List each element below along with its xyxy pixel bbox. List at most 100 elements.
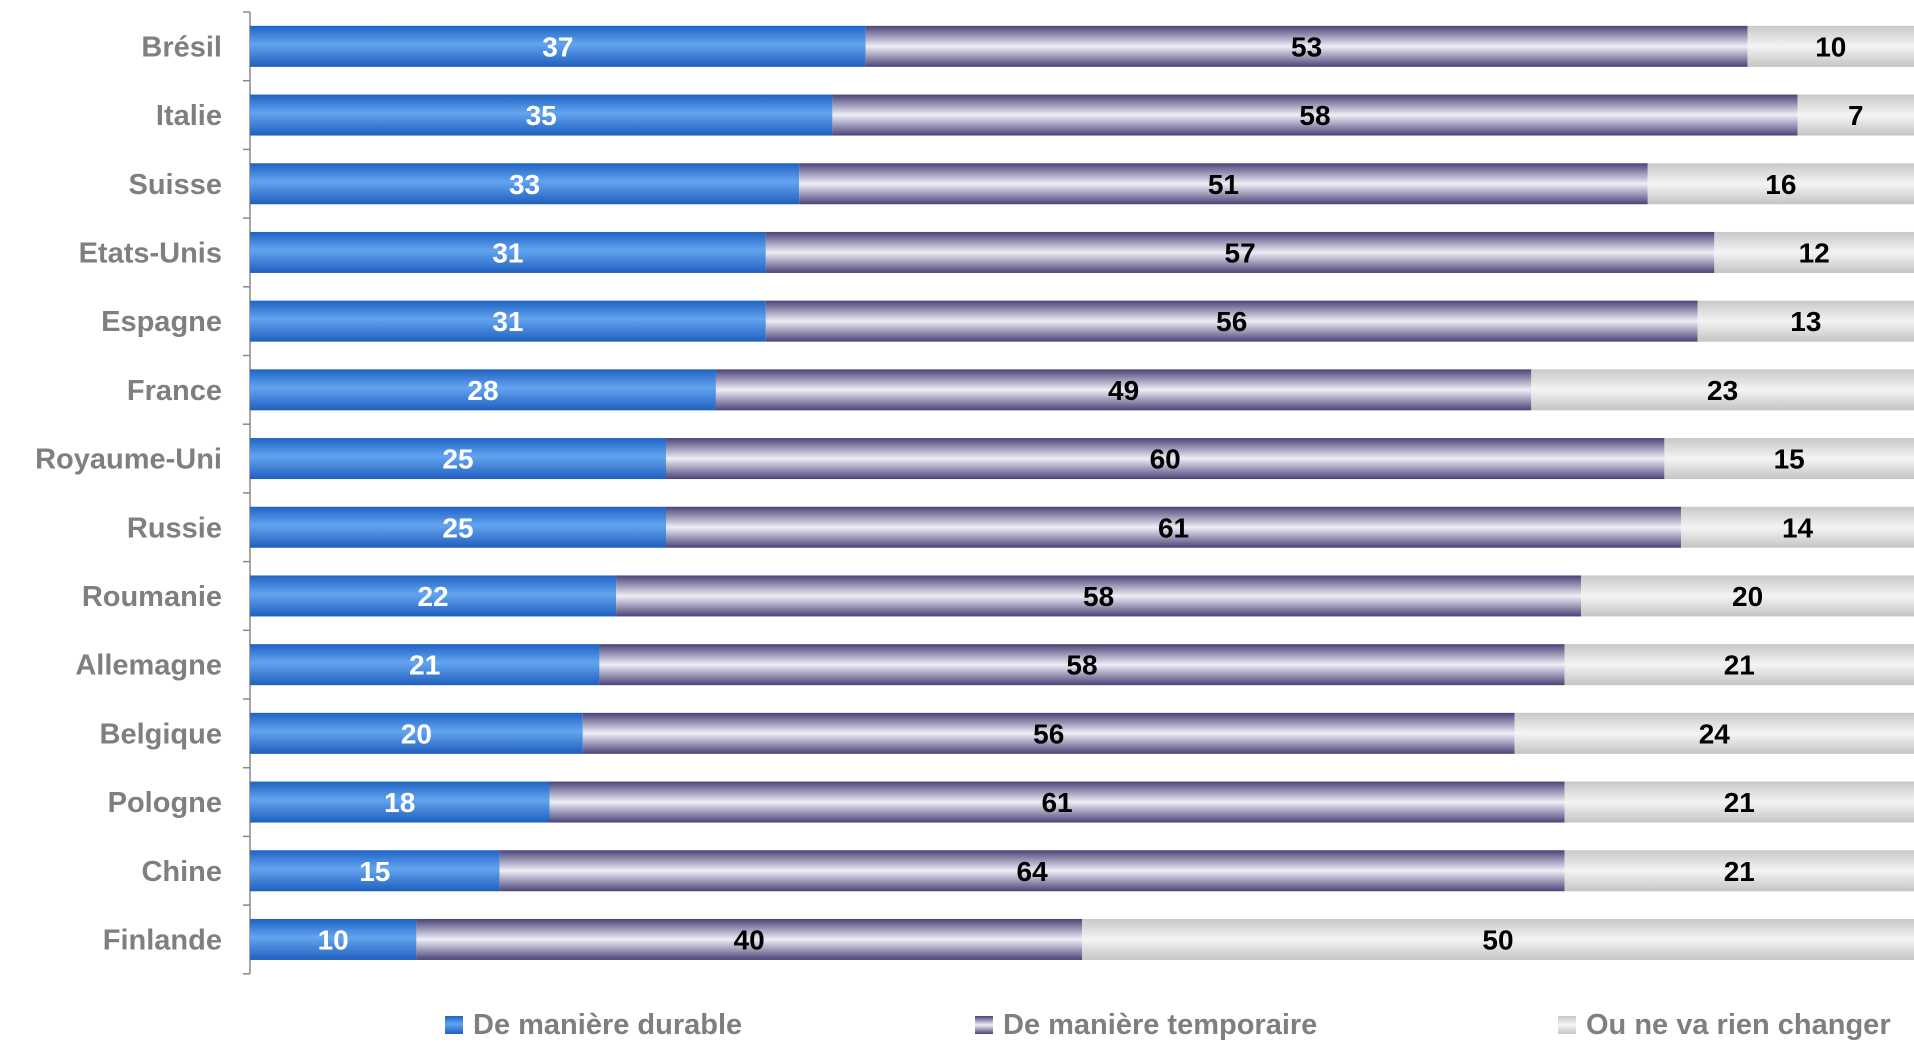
data-label: 22 (417, 581, 448, 612)
bar-segment (250, 369, 716, 411)
data-label: 33 (509, 169, 540, 200)
category-label: Finlande (103, 924, 222, 956)
data-label: 12 (1799, 237, 1830, 268)
data-label: 15 (1774, 444, 1805, 475)
data-label: 28 (467, 375, 498, 406)
data-label: 56 (1216, 306, 1247, 337)
data-label: 21 (1724, 787, 1755, 818)
bar-segment (1714, 231, 1914, 273)
data-label: 20 (1732, 581, 1763, 612)
bar-segment (250, 781, 550, 823)
bar-segment (250, 163, 800, 205)
category-label: Espagne (101, 306, 222, 338)
category-label: Italie (156, 100, 222, 132)
data-label: 10 (1815, 31, 1846, 62)
data-label: 24 (1699, 718, 1731, 749)
bar-segment (715, 369, 1532, 411)
bar-segment (549, 781, 1565, 823)
data-label: 50 (1482, 924, 1513, 955)
data-label: 14 (1782, 512, 1814, 543)
category-label: France (127, 375, 222, 407)
data-label: 64 (1017, 856, 1049, 887)
bar-segment (250, 918, 417, 960)
data-label: 31 (492, 306, 523, 337)
bar-segment (765, 300, 1698, 342)
category-label: Suisse (129, 169, 223, 201)
bar-segment (1581, 575, 1914, 617)
bar-segment (250, 506, 666, 548)
bar-segment (1564, 781, 1914, 823)
data-label: 20 (401, 718, 432, 749)
data-label: 21 (409, 650, 440, 681)
legend-label: De manière temporaire (1003, 1009, 1317, 1041)
data-label: 51 (1208, 169, 1239, 200)
bar-segment (1664, 438, 1914, 480)
data-label: 25 (442, 444, 473, 475)
bar-segment (1747, 25, 1914, 67)
category-label: Chine (141, 856, 222, 888)
bar-segment (599, 644, 1565, 686)
data-label: 7 (1848, 100, 1864, 131)
bar-segment (1564, 850, 1914, 892)
bar-segment (865, 25, 1748, 67)
legend-label: Ou ne va rien changer (1586, 1009, 1891, 1041)
bar-segment (1697, 300, 1914, 342)
category-label: Roumanie (82, 581, 222, 613)
data-label: 21 (1724, 856, 1755, 887)
bar-segment (250, 300, 766, 342)
data-label: 10 (318, 924, 349, 955)
data-label: 40 (734, 924, 765, 955)
bar-segment (250, 438, 666, 480)
bar-segment (1564, 644, 1914, 686)
data-label: 16 (1765, 169, 1796, 200)
data-label: 13 (1790, 306, 1821, 337)
data-label: 57 (1225, 237, 1256, 268)
data-label: 53 (1291, 31, 1322, 62)
bar-segment (250, 25, 866, 67)
bar-segment (666, 438, 1665, 480)
bar-segment (499, 850, 1565, 892)
data-label: 18 (384, 787, 415, 818)
legend-swatch (445, 1016, 463, 1034)
bar-segment (250, 712, 583, 754)
bar-segment (250, 94, 833, 136)
data-label: 31 (492, 237, 523, 268)
data-label: 56 (1033, 718, 1064, 749)
bar-segment (1797, 94, 1914, 136)
bar-segment (250, 644, 600, 686)
category-label: Russie (127, 512, 222, 544)
bar-segment (250, 850, 500, 892)
category-label: Etats-Unis (79, 237, 222, 269)
data-label: 15 (359, 856, 390, 887)
bar-segment (1647, 163, 1914, 205)
data-label: 23 (1707, 375, 1738, 406)
bar-segment (582, 712, 1515, 754)
data-label: 49 (1108, 375, 1139, 406)
bar-segment (1082, 918, 1914, 960)
bar-segment (250, 575, 617, 617)
legend-swatch (975, 1016, 993, 1034)
bar-segment (616, 575, 1582, 617)
bar-segment (416, 918, 1082, 960)
data-label: 61 (1041, 787, 1072, 818)
data-label: 37 (542, 31, 573, 62)
legend-swatch (1558, 1016, 1576, 1034)
data-label: 58 (1066, 650, 1097, 681)
legend-label: De manière durable (473, 1009, 742, 1041)
bar-segment (799, 163, 1648, 205)
category-label: Royaume-Uni (35, 444, 222, 476)
category-label: Brésil (141, 31, 222, 63)
data-label: 25 (442, 512, 473, 543)
category-label: Pologne (108, 787, 222, 819)
bar-segment (1531, 369, 1914, 411)
category-label: Allemagne (75, 650, 222, 682)
bar-segment (765, 231, 1715, 273)
bar-segment (250, 231, 766, 273)
data-label: 58 (1299, 100, 1330, 131)
data-label: 61 (1158, 512, 1189, 543)
bar-segment (832, 94, 1798, 136)
data-label: 60 (1150, 444, 1181, 475)
data-label: 58 (1083, 581, 1114, 612)
